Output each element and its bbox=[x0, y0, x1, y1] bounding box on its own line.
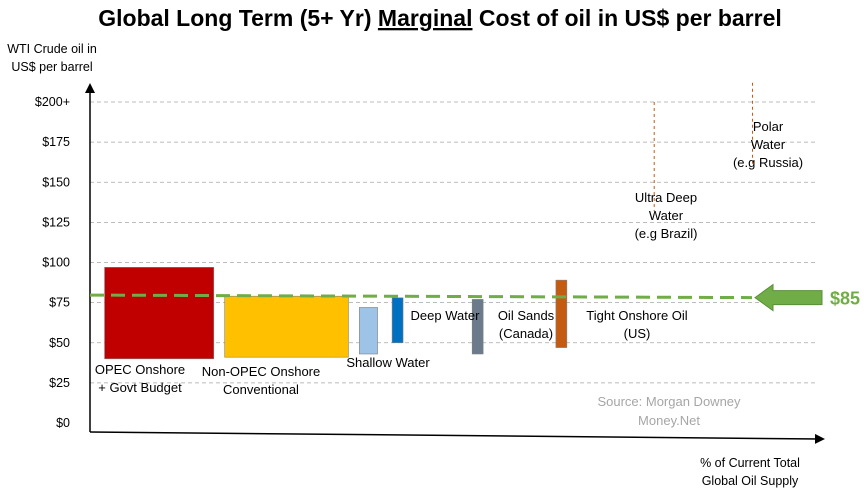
x-axis-label-line-2: Global Oil Supply bbox=[702, 474, 799, 488]
segment-label: Oil Sands bbox=[498, 308, 555, 323]
segment-label: Deep Water bbox=[411, 308, 481, 323]
segment-label: Water bbox=[751, 137, 786, 152]
source-line-1: Source: Morgan Downey bbox=[597, 394, 741, 409]
segment-bar bbox=[359, 307, 378, 355]
segment-bar bbox=[555, 279, 568, 348]
segment-label: Conventional bbox=[223, 382, 299, 397]
chart-title-emphasis: Marginal bbox=[378, 5, 473, 31]
y-axis-label-line-1: WTI Crude oil in bbox=[7, 42, 97, 56]
chart-title: Global Long Term (5+ Yr) Marginal Cost o… bbox=[98, 5, 782, 31]
y-tick-label: $150 bbox=[42, 175, 70, 189]
segment-bar bbox=[471, 299, 484, 355]
segment-bar bbox=[104, 267, 215, 360]
cost-segments bbox=[104, 82, 753, 360]
y-tick-label: $0 bbox=[56, 416, 70, 430]
segment-label: Polar bbox=[753, 119, 784, 134]
segment-bar bbox=[391, 297, 404, 344]
y-tick-label: $100 bbox=[42, 256, 70, 270]
chart-title-suffix: Cost of oil in US$ per barrel bbox=[472, 5, 781, 31]
source-line-2: Money.Net bbox=[638, 413, 700, 428]
segment-label: Non-OPEC Onshore bbox=[202, 364, 321, 379]
y-tick-label: $50 bbox=[49, 336, 70, 350]
y-tick-label: $25 bbox=[49, 376, 70, 390]
segment-label: Ultra Deep bbox=[635, 190, 697, 205]
y-tick-label: $125 bbox=[42, 215, 70, 229]
segment-label: (Canada) bbox=[499, 326, 553, 341]
y-tick-label: $175 bbox=[42, 135, 70, 149]
segment-label: Tight Onshore Oil bbox=[586, 308, 688, 323]
segment-label: + Govt Budget bbox=[98, 380, 182, 395]
segment-label: OPEC Onshore bbox=[95, 362, 185, 377]
segment-label: (US) bbox=[624, 326, 651, 341]
reference-price-arrow bbox=[754, 283, 823, 312]
segment-label: (e.g Brazil) bbox=[635, 226, 698, 241]
reference-price-label: $85 bbox=[830, 289, 860, 309]
segment-labels: OPEC Onshore + Govt Budget Non-OPEC Onshor… bbox=[95, 119, 803, 397]
segment-label: Shallow Water bbox=[346, 355, 430, 370]
y-tick-labels: $0 $25 $50 $75 $100 $125 $150 $175 $200+ bbox=[35, 95, 70, 430]
chart-title-prefix: Global Long Term (5+ Yr) bbox=[98, 5, 378, 31]
segment-bar bbox=[224, 295, 349, 358]
x-axis-label-line-1: % of Current Total bbox=[700, 456, 800, 470]
x-axis bbox=[89, 431, 825, 444]
reference-price-line bbox=[89, 293, 753, 300]
y-tick-label: $200+ bbox=[35, 95, 70, 109]
segment-label: Water bbox=[649, 208, 684, 223]
segment-label: (e.g Russia) bbox=[733, 155, 803, 170]
y-tick-label: $75 bbox=[49, 296, 70, 310]
y-axis-label-line-2: US$ per barrel bbox=[11, 60, 92, 74]
